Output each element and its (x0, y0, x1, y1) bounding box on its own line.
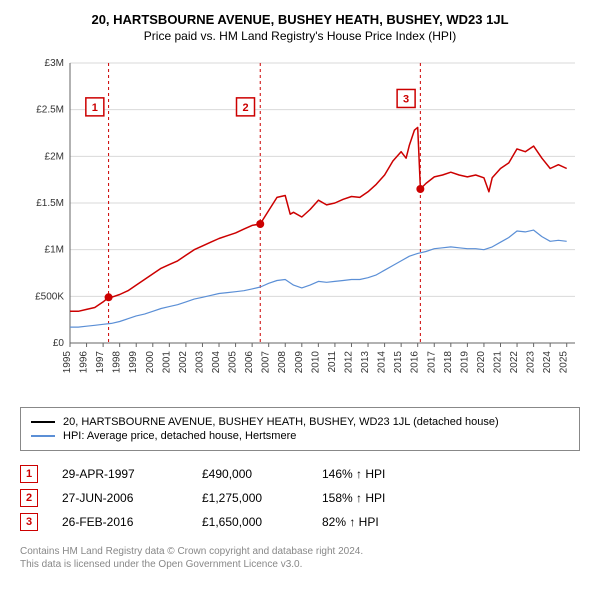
svg-text:2022: 2022 (509, 351, 520, 374)
svg-text:2018: 2018 (443, 351, 454, 374)
marker-date-2: 27-JUN-2006 (62, 491, 202, 505)
svg-text:3: 3 (403, 93, 409, 105)
svg-text:2001: 2001 (161, 351, 172, 374)
svg-text:1: 1 (92, 102, 98, 114)
marker-price-3: £1,650,000 (202, 515, 322, 529)
svg-text:2008: 2008 (277, 351, 288, 374)
svg-text:2: 2 (242, 102, 248, 114)
marker-date-3: 26-FEB-2016 (62, 515, 202, 529)
svg-text:2002: 2002 (178, 351, 189, 374)
marker-badge-1: 1 (20, 465, 38, 483)
marker-badge-3: 3 (20, 513, 38, 531)
svg-text:2024: 2024 (542, 351, 553, 374)
svg-text:2009: 2009 (294, 351, 305, 374)
marker-row-2: 2 27-JUN-2006 £1,275,000 158% ↑ HPI (20, 489, 580, 507)
svg-text:2017: 2017 (426, 351, 437, 374)
marker-row-1: 1 29-APR-1997 £490,000 146% ↑ HPI (20, 465, 580, 483)
svg-text:2023: 2023 (526, 351, 537, 374)
legend-swatch-hpi (31, 435, 55, 437)
svg-text:2020: 2020 (476, 351, 487, 374)
price-chart: £0 £500K £1M £1.5M £2M £2.5M £3M 1995 1996 1997 19… (20, 53, 580, 393)
marker-row-3: 3 26-FEB-2016 £1,650,000 82% ↑ HPI (20, 513, 580, 531)
chart-subtitle: Price paid vs. HM Land Registry's House … (10, 29, 590, 43)
marker-badge-2: 2 (20, 489, 38, 507)
svg-text:2011: 2011 (327, 351, 338, 373)
svg-text:2014: 2014 (377, 351, 388, 374)
svg-text:£3M: £3M (45, 58, 64, 69)
svg-text:2015: 2015 (393, 351, 404, 374)
svg-text:1995: 1995 (62, 351, 73, 374)
marker-price-2: £1,275,000 (202, 491, 322, 505)
svg-text:£2.5M: £2.5M (36, 105, 64, 116)
svg-text:2012: 2012 (343, 351, 354, 374)
svg-text:2003: 2003 (194, 351, 205, 374)
footer-line-2: This data is licensed under the Open Gov… (20, 558, 580, 571)
svg-text:1996: 1996 (79, 351, 90, 374)
svg-text:£2M: £2M (45, 151, 64, 162)
marker-delta-1: 146% ↑ HPI (322, 467, 462, 481)
marker-delta-2: 158% ↑ HPI (322, 491, 462, 505)
legend-row-hpi: HPI: Average price, detached house, Hert… (31, 430, 569, 442)
svg-text:£1M: £1M (45, 245, 64, 256)
svg-text:2004: 2004 (211, 351, 222, 374)
marker-delta-3: 82% ↑ HPI (322, 515, 462, 529)
svg-text:2006: 2006 (244, 351, 255, 374)
svg-text:2010: 2010 (310, 351, 321, 374)
svg-text:2013: 2013 (360, 351, 371, 374)
svg-text:1999: 1999 (128, 351, 139, 374)
footer-line-1: Contains HM Land Registry data © Crown c… (20, 545, 580, 558)
svg-text:£0: £0 (53, 338, 65, 349)
legend: 20, HARTSBOURNE AVENUE, BUSHEY HEATH, BU… (20, 407, 580, 451)
svg-text:£500K: £500K (35, 291, 64, 302)
legend-swatch-property (31, 421, 55, 423)
svg-text:2000: 2000 (145, 351, 156, 374)
marker-price-1: £490,000 (202, 467, 322, 481)
svg-text:2021: 2021 (492, 351, 503, 374)
svg-text:1997: 1997 (95, 351, 106, 374)
marker-table: 1 29-APR-1997 £490,000 146% ↑ HPI 2 27-J… (20, 465, 580, 531)
svg-text:2019: 2019 (459, 351, 470, 374)
svg-text:1998: 1998 (112, 351, 123, 374)
legend-label-property: 20, HARTSBOURNE AVENUE, BUSHEY HEATH, BU… (63, 416, 499, 428)
legend-row-property: 20, HARTSBOURNE AVENUE, BUSHEY HEATH, BU… (31, 416, 569, 428)
svg-text:2025: 2025 (559, 351, 570, 374)
legend-label-hpi: HPI: Average price, detached house, Hert… (63, 430, 296, 442)
marker-date-1: 29-APR-1997 (62, 467, 202, 481)
svg-text:£1.5M: £1.5M (36, 198, 64, 209)
footer-note: Contains HM Land Registry data © Crown c… (20, 545, 580, 571)
svg-text:2005: 2005 (228, 351, 239, 374)
chart-title: 20, HARTSBOURNE AVENUE, BUSHEY HEATH, BU… (10, 12, 590, 27)
svg-text:2016: 2016 (410, 351, 421, 374)
svg-text:2007: 2007 (261, 351, 272, 374)
